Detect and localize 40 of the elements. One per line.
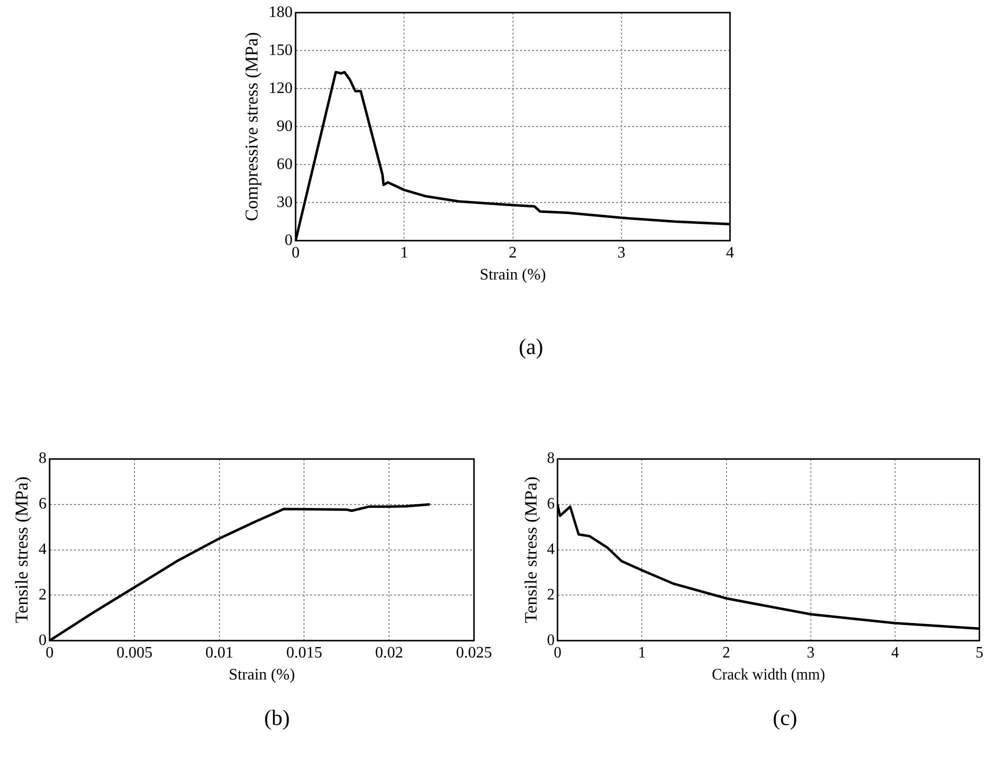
x-tick-label: 2 [722, 644, 730, 662]
x-tick-label: 1 [400, 244, 408, 262]
text: (a) [518, 334, 544, 360]
y-tick-label: 6 [546, 495, 555, 513]
text: (b) [263, 705, 291, 731]
y-axis-title: Tensile stress (MPa) [520, 476, 540, 624]
x-tick-label: 0.01 [205, 644, 234, 662]
x-tick-label: 4 [726, 244, 734, 262]
y-axis-title: Tensile stress (MPa) [12, 476, 32, 624]
x-tick-label: 0.025 [456, 644, 492, 662]
y-tick-label: 4 [546, 540, 555, 558]
x-axis-title: Strain (%) [228, 666, 295, 684]
y-tick-label: 0 [38, 632, 47, 649]
x-tick-label: 4 [891, 644, 900, 662]
text: (c) [772, 705, 798, 731]
y-tick-label: 8 [546, 450, 555, 468]
x-axis-title: Strain (%) [480, 266, 546, 284]
y-tick-label: 120 [268, 80, 293, 97]
y-tick-label: 0 [284, 232, 293, 249]
y-tick-label: 2 [546, 586, 555, 604]
y-tick-label: 0 [546, 632, 555, 649]
x-tick-label: 5 [976, 644, 984, 662]
x-tick-label: 0.015 [286, 644, 322, 662]
x-tick-label: 3 [617, 244, 626, 262]
x-tick-label: 0.005 [116, 644, 152, 662]
y-tick-label: 30 [276, 194, 293, 211]
x-tick-label: 1 [638, 644, 646, 662]
y-axis-title: Compressive stress (MPa) [242, 32, 262, 222]
x-tick-label: 3 [806, 644, 815, 662]
y-tick-label: 60 [276, 156, 293, 173]
y-tick-label: 180 [268, 4, 293, 21]
x-tick-label: 2 [508, 244, 517, 262]
y-tick-label: 8 [38, 450, 47, 468]
y-tick-label: 150 [268, 42, 293, 59]
y-tick-label: 4 [38, 541, 47, 558]
y-tick-label: 90 [276, 118, 293, 135]
x-tick-label: 0.02 [375, 644, 404, 662]
y-tick-label: 2 [38, 586, 47, 604]
y-tick-label: 6 [38, 496, 47, 513]
x-axis-title: Crack width (mm) [712, 666, 826, 684]
